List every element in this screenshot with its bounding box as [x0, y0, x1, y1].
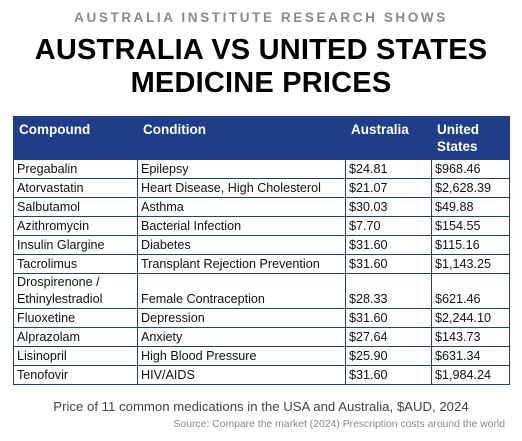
condition-cell: Female Contraception — [137, 273, 346, 309]
us-price-cell: $2,628.39 — [431, 178, 510, 198]
condition-cell: Depression — [137, 308, 346, 328]
header-compound: Compound — [13, 116, 138, 160]
compound-cell: Drospirenone / Ethinylestradiol — [13, 273, 138, 309]
condition-cell: High Blood Pressure — [137, 346, 346, 366]
australia-price-cell: $7.70 — [345, 216, 432, 236]
table-row: Azithromycin Bacterial Infection $7.70 $… — [13, 216, 510, 236]
header-united-states: United States — [431, 116, 510, 160]
australia-price-cell: $30.03 — [345, 197, 432, 217]
table-row: Atorvastatin Heart Disease, High Cholest… — [13, 178, 510, 198]
us-price-cell: $2,244.10 — [431, 308, 510, 328]
condition-cell: Transplant Rejection Prevention — [137, 254, 346, 274]
condition-cell: Asthma — [137, 197, 346, 217]
us-price-cell: $1,143.25 — [431, 254, 510, 274]
us-price-cell: $1,984.24 — [431, 365, 510, 385]
table-caption: Price of 11 common medications in the US… — [53, 399, 469, 414]
australia-price-cell: $21.07 — [345, 178, 432, 198]
us-price-cell: $631.34 — [431, 346, 510, 366]
condition-cell: HIV/AIDS — [137, 365, 346, 385]
table-row: Insulin Glargine Diabetes $31.60 $115.16 — [13, 235, 510, 255]
price-table: Compound Condition Australia United Stat… — [13, 116, 510, 385]
australia-price-cell: $31.60 — [345, 308, 432, 328]
title-line-1: AUSTRALIA VS UNITED STATES — [34, 34, 488, 66]
australia-price-cell: $24.81 — [345, 159, 432, 179]
australia-price-cell: $28.33 — [345, 273, 432, 309]
table-row: Tenofovir HIV/AIDS $31.60 $1,984.24 — [13, 365, 510, 385]
us-price-cell: $154.55 — [431, 216, 510, 236]
condition-cell: Epilepsy — [137, 159, 346, 179]
table-row: Alprazolam Anxiety $27.64 $143.73 — [13, 327, 510, 347]
page-title: AUSTRALIA VS UNITED STATES MEDICINE PRIC… — [0, 34, 522, 100]
table-row: Salbutamol Asthma $30.03 $49.88 — [13, 197, 510, 217]
condition-cell: Anxiety — [137, 327, 346, 347]
table-row: Tacrolimus Transplant Rejection Preventi… — [13, 254, 510, 274]
australia-price-cell: $31.60 — [345, 235, 432, 255]
kicker-heading: AUSTRALIA INSTITUTE RESEARCH SHOWS — [74, 10, 448, 25]
compound-cell: Lisinopril — [13, 346, 138, 366]
australia-price-cell: $31.60 — [345, 365, 432, 385]
compound-cell: Atorvastatin — [13, 178, 138, 198]
condition-cell: Bacterial Infection — [137, 216, 346, 236]
australia-price-cell: $31.60 — [345, 254, 432, 274]
us-price-cell: $968.46 — [431, 159, 510, 179]
condition-cell: Diabetes — [137, 235, 346, 255]
us-price-cell: $115.16 — [431, 235, 510, 255]
table-row: Lisinopril High Blood Pressure $25.90 $6… — [13, 346, 510, 366]
compound-cell: Alprazolam — [13, 327, 138, 347]
compound-cell: Salbutamol — [13, 197, 138, 217]
us-price-cell: $143.73 — [431, 327, 510, 347]
source-note: Source: Compare the market (2024) Prescr… — [173, 419, 505, 430]
compound-cell: Tenofovir — [13, 365, 138, 385]
table-row: Drospirenone / Ethinylestradiol Female C… — [13, 273, 510, 309]
us-price-cell: $621.46 — [431, 273, 510, 309]
compound-cell: Pregabalin — [13, 159, 138, 179]
header-condition: Condition — [137, 116, 346, 160]
australia-price-cell: $27.64 — [345, 327, 432, 347]
table-header-row: Compound Condition Australia United Stat… — [13, 116, 510, 160]
title-line-2: MEDICINE PRICES — [130, 67, 392, 99]
table-row: Pregabalin Epilepsy $24.81 $968.46 — [13, 159, 510, 179]
header-australia: Australia — [345, 116, 432, 160]
compound-cell: Azithromycin — [13, 216, 138, 236]
australia-price-cell: $25.90 — [345, 346, 432, 366]
compound-cell: Fluoxetine — [13, 308, 138, 328]
table-row: Fluoxetine Depression $31.60 $2,244.10 — [13, 308, 510, 328]
compound-cell: Insulin Glargine — [13, 235, 138, 255]
us-price-cell: $49.88 — [431, 197, 510, 217]
condition-cell: Heart Disease, High Cholesterol — [137, 178, 346, 198]
compound-cell: Tacrolimus — [13, 254, 138, 274]
